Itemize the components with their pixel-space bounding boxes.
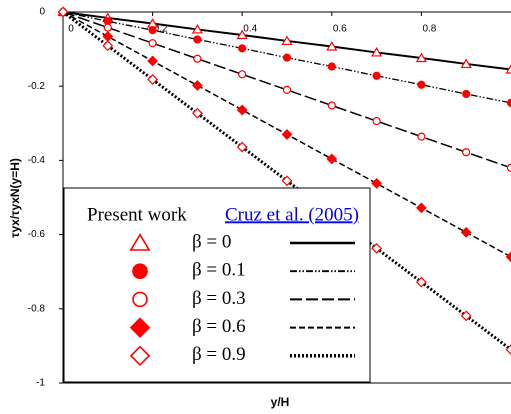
marker	[236, 141, 248, 153]
marker	[281, 175, 293, 187]
marker	[129, 233, 151, 251]
marker	[193, 35, 202, 44]
marker	[148, 39, 157, 48]
marker	[102, 31, 114, 42]
legend-label: β = 0.3	[192, 288, 246, 309]
marker	[238, 70, 247, 79]
y-axis-label: τyx/τyxN(y=H)	[8, 158, 22, 238]
marker	[282, 85, 292, 95]
marker	[57, 6, 69, 18]
legend-label: β = 0.1	[192, 260, 246, 281]
marker	[460, 310, 472, 322]
marker	[462, 148, 471, 157]
marker	[415, 52, 428, 63]
x-tick-label: 0.6	[333, 24, 347, 35]
marker	[148, 26, 157, 35]
marker	[506, 163, 511, 172]
marker	[416, 276, 427, 288]
marker	[417, 80, 426, 89]
marker	[505, 251, 511, 263]
y-tick-label: -0.8	[28, 303, 46, 314]
marker	[372, 116, 381, 126]
marker	[147, 55, 158, 67]
x-tick-label: 0	[68, 24, 74, 35]
marker	[282, 53, 292, 62]
marker	[371, 178, 382, 189]
marker	[192, 107, 203, 119]
marker	[327, 101, 336, 110]
marker	[103, 23, 112, 32]
marker	[462, 89, 471, 99]
marker	[505, 344, 511, 356]
marker	[505, 64, 511, 74]
marker	[129, 345, 151, 367]
marker	[192, 80, 203, 91]
marker	[326, 153, 338, 165]
y-tick-label: -1	[36, 378, 45, 389]
marker	[132, 291, 148, 308]
marker	[147, 74, 158, 85]
y-tick-label: 0	[39, 7, 45, 18]
marker	[506, 98, 511, 107]
legend-title: Present work	[87, 204, 187, 225]
marker	[281, 35, 293, 46]
marker	[460, 58, 472, 69]
legend-label: β = 0.6	[192, 316, 246, 337]
x-tick-label: 0.4	[243, 24, 257, 35]
marker	[191, 24, 204, 34]
marker	[326, 41, 338, 51]
y-tick-label: -0.6	[28, 229, 46, 240]
series-line	[62, 11, 511, 169]
legend-label: β = 0.9	[192, 344, 246, 365]
x-tick-label: 0.2	[154, 24, 168, 35]
marker	[417, 132, 426, 141]
marker	[370, 47, 383, 57]
marker	[102, 40, 114, 52]
marker	[371, 242, 382, 254]
marker	[193, 54, 202, 63]
y-tick-label: -0.2	[28, 81, 46, 92]
x-axis-label: y/H	[271, 395, 290, 409]
marker	[132, 263, 148, 280]
marker	[460, 226, 472, 238]
marker	[281, 129, 293, 140]
marker	[129, 317, 151, 338]
legend-title: Cruz et al. (2005)	[225, 204, 359, 225]
y-tick-label: -0.4	[28, 155, 46, 166]
marker	[416, 202, 427, 214]
x-tick-label: 0.8	[422, 24, 436, 35]
legend-label: β = 0	[192, 231, 231, 252]
marker	[236, 29, 248, 40]
marker	[372, 71, 381, 80]
marker	[236, 104, 248, 116]
legend-box	[63, 187, 371, 383]
marker	[327, 62, 336, 71]
marker	[238, 44, 247, 53]
